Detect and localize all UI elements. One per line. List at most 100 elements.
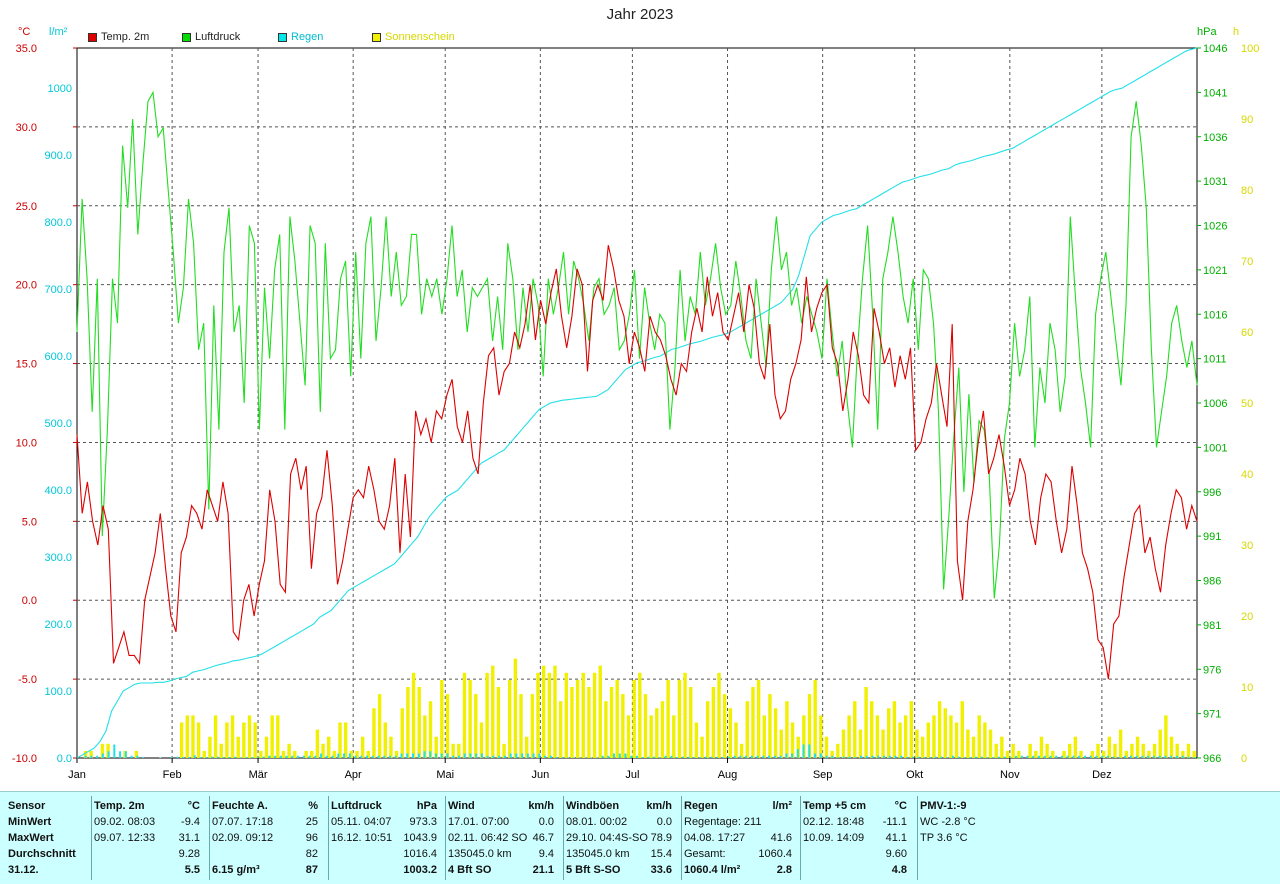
- rain-bar: [268, 756, 270, 758]
- rain-bar: [952, 756, 954, 758]
- cell-label: 04.08. 17:27: [684, 832, 745, 844]
- sun-bar: [621, 694, 624, 758]
- sun-bar: [265, 737, 268, 758]
- rain-bar: [355, 756, 357, 758]
- rain-bar: [837, 757, 839, 758]
- rain-bar: [625, 754, 627, 759]
- sun-bar: [191, 715, 194, 758]
- rain-bar: [228, 757, 230, 758]
- sun-bar: [825, 737, 828, 758]
- rain-bar: [780, 756, 782, 758]
- rain-bar: [912, 757, 914, 758]
- sun-bar: [276, 715, 279, 758]
- sun-bar: [214, 715, 217, 758]
- rain-bar: [113, 745, 115, 759]
- cell-value: 33.6: [651, 862, 672, 878]
- column-header: Temp +5 cm°C: [803, 798, 907, 814]
- cell-value: 9.4: [539, 846, 554, 862]
- rain-bar: [349, 754, 351, 759]
- table-row: MaxWert: [8, 830, 88, 846]
- sun-bar: [751, 687, 754, 758]
- rain-bar: [492, 756, 494, 758]
- cell-value: -9.4: [181, 814, 200, 830]
- column-header: Temp. 2m°C: [94, 798, 200, 814]
- rain-bar: [1164, 756, 1166, 758]
- rain-tick-label: 800.0: [44, 217, 72, 229]
- table-row: [920, 862, 1000, 878]
- cell-value: 0.0: [657, 814, 672, 830]
- rain-bar: [1038, 756, 1040, 758]
- sun-bar: [270, 715, 273, 758]
- pressure-tick-label: 986: [1203, 576, 1221, 588]
- column-header: Sensor: [8, 798, 88, 814]
- rain-bar: [142, 757, 144, 758]
- sun-bar: [757, 680, 760, 758]
- cell-value: 973.3: [409, 814, 437, 830]
- rain-bar: [1101, 756, 1103, 758]
- sun-bar: [1045, 744, 1048, 758]
- rain-bar: [544, 756, 546, 758]
- sun-bar: [287, 744, 290, 758]
- rain-bar: [940, 757, 942, 758]
- rain-bar: [418, 754, 420, 759]
- cell-label: 10.09. 14:09: [803, 832, 864, 844]
- month-label: Mär: [249, 769, 268, 781]
- pressure-tick-label: 1006: [1203, 398, 1227, 410]
- legend-sun: Sonnenschein: [372, 31, 455, 43]
- sun-bar: [898, 723, 901, 759]
- rain-bar: [274, 756, 276, 758]
- rain-bar: [762, 756, 764, 758]
- rain-bar: [814, 754, 816, 759]
- weather-chart: 35.030.025.020.015.010.05.00.0-5.0-10.01…: [0, 0, 1280, 790]
- rain-bar: [797, 749, 799, 758]
- sun-bar: [372, 708, 375, 758]
- legend-temp: Temp. 2m: [88, 31, 149, 43]
- rain-bar: [1004, 757, 1006, 758]
- sun-bar: [644, 694, 647, 758]
- sun-bar: [474, 694, 477, 758]
- rain-bar: [1061, 756, 1063, 758]
- rain-bar: [1073, 756, 1075, 758]
- table-row: 1003.2: [331, 862, 437, 878]
- sun-bar: [700, 737, 703, 758]
- table-row: Gesamt:1060.4: [684, 846, 792, 862]
- sun-bar: [661, 701, 664, 758]
- month-label: Jul: [625, 769, 639, 781]
- rain-bar: [1193, 757, 1195, 758]
- sun-bar: [468, 680, 471, 758]
- rain-bar: [619, 754, 621, 759]
- rain-tick-label: 200.0: [44, 619, 72, 631]
- rain-bar: [429, 751, 431, 758]
- cell-label: 29.10. 04:4S-SO: [566, 832, 648, 844]
- sun-bar: [1108, 737, 1111, 758]
- rain-bar: [119, 751, 121, 758]
- sun-bar: [599, 666, 602, 758]
- rain-bar: [917, 757, 919, 758]
- sun-bar: [1006, 751, 1009, 758]
- legend-rain-label: Regen: [291, 31, 323, 43]
- legend-pressure: Luftdruck: [182, 31, 240, 43]
- column-separator: [681, 796, 682, 880]
- cell-value: 78.9: [651, 830, 672, 846]
- table-row: 1016.4: [331, 846, 437, 862]
- rain-bar: [286, 756, 288, 758]
- rain-bar: [550, 756, 552, 758]
- rain-bar: [854, 757, 856, 758]
- rain-bar: [693, 757, 695, 758]
- rain-bar: [458, 756, 460, 758]
- rain-bar: [1084, 756, 1086, 758]
- rain-bar: [464, 754, 466, 759]
- rain-bar: [688, 757, 690, 758]
- temp-tick-label: 20.0: [16, 280, 37, 292]
- rain-bar: [481, 754, 483, 759]
- sun-bar: [768, 694, 771, 758]
- rain-bar: [665, 756, 667, 758]
- cell-label: 4 Bft SO: [448, 864, 491, 876]
- table-row: 31.12.: [8, 862, 88, 878]
- column-separator: [917, 796, 918, 880]
